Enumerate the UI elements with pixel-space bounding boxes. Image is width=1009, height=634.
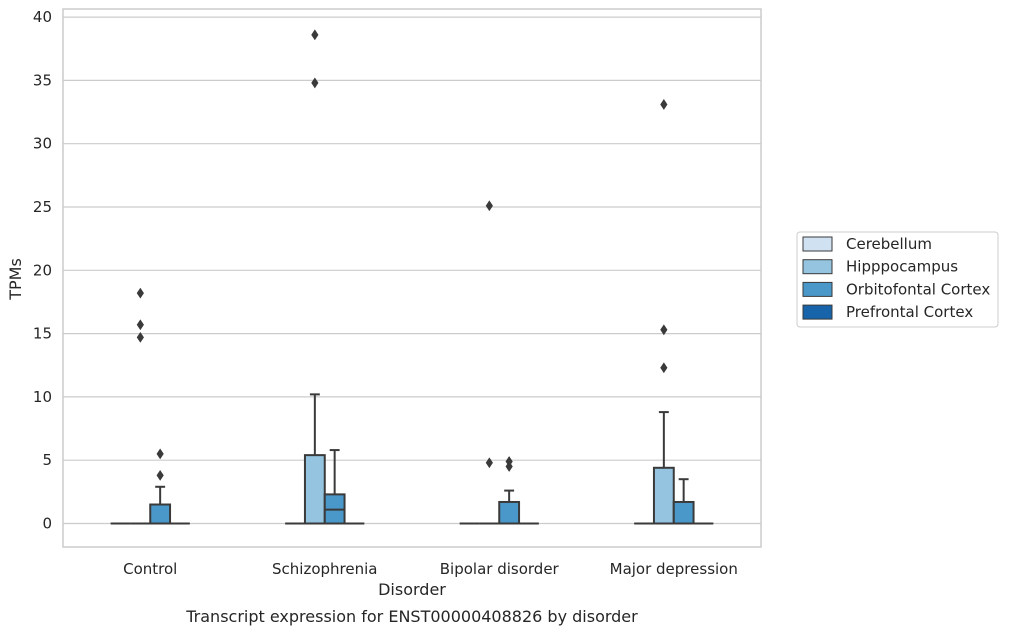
outlier-point [660,324,668,336]
box-orbitofontal-cortex [672,478,695,525]
box-hipppocampus [130,287,151,525]
outlier-point [660,362,668,374]
y-tick-label: 15 [33,325,52,343]
outlier-point [505,456,513,467]
gridlines [63,16,761,525]
y-axis-label: TPMs [6,258,25,301]
box-body [149,503,172,525]
box-orbitofontal-cortex [323,449,346,525]
box-orbitofontal-cortex [149,448,172,525]
box-body [672,500,695,525]
x-axis-ticks: Control Schizophrenia Bipolar disorder Majo… [123,560,738,578]
x-tick-label: Major depression [610,560,738,578]
box-body [303,454,326,525]
outlier-point [156,469,164,481]
x-tick-label: Control [123,560,177,578]
legend-swatch [802,281,833,297]
plot-area-frame [62,8,762,548]
outlier-point [660,99,668,110]
y-tick-label: 25 [33,198,52,216]
y-tick-label: 20 [33,261,52,279]
chart-caption: Transcript expression for ENST0000040882… [185,607,638,626]
box-body [498,500,521,525]
box-hipppocampus [479,200,500,525]
y-tick-label: 40 [33,8,52,26]
outlier-point [311,29,319,41]
x-tick-label: Schizophrenia [272,560,377,578]
legend-swatch [802,304,833,320]
legend-swatch [802,236,833,252]
box-orbitofontal-cortex [498,456,521,525]
legend-items: Cerebellum Hipppocampus Orbitofontal Corte… [802,235,990,321]
y-tick-label: 0 [42,515,52,533]
legend-label: Cerebellum [846,235,932,253]
boxes-layer [110,29,714,525]
legend-label: Hipppocampus [846,258,958,276]
x-axis-label: Disorder [378,580,446,599]
y-axis-ticks: 0 5 10 15 20 25 30 35 40 [33,8,52,532]
y-tick-label: 35 [33,71,52,89]
box-hipppocampus [652,99,675,525]
outlier-point [311,77,319,89]
outlier-point [485,457,493,469]
outlier-point [136,287,144,299]
legend: Cerebellum Hipppocampus Orbitofontal Corte… [796,231,999,328]
legend-frame [796,231,999,328]
outlier-point [136,319,144,331]
box-body [652,466,675,525]
box-hipppocampus [303,29,326,525]
legend-label: Orbitofontal Cortex [846,280,990,298]
legend-swatch [802,259,833,275]
y-tick-label: 30 [33,135,52,153]
outlier-point [136,331,144,343]
y-tick-label: 10 [33,388,52,406]
y-tick-label: 5 [42,451,52,469]
x-tick-label: Bipolar disorder [440,560,560,578]
outlier-point [485,200,493,212]
legend-label: Prefrontal Cortex [846,303,973,321]
outlier-point [156,448,164,460]
